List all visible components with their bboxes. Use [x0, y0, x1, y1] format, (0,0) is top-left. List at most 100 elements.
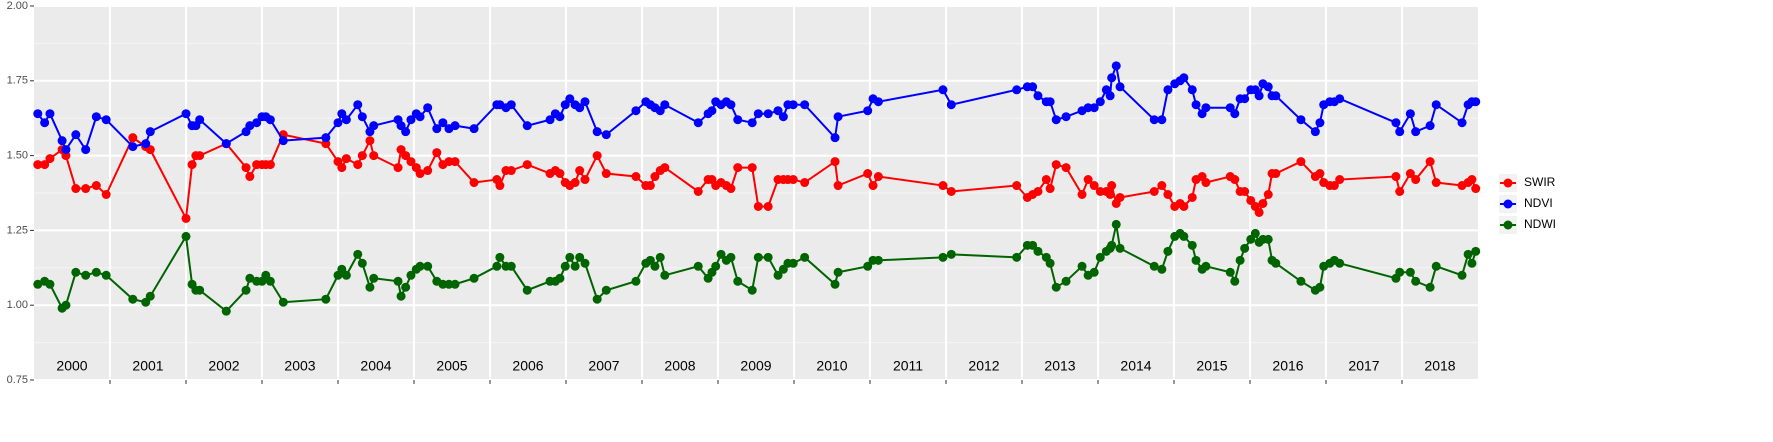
data-point [91, 112, 101, 122]
data-point [450, 279, 460, 289]
data-point [863, 106, 873, 116]
data-point [946, 100, 956, 110]
data-point [1163, 246, 1173, 256]
data-point [575, 252, 585, 262]
data-point [81, 270, 91, 280]
data-point [432, 148, 442, 158]
data-point [1395, 267, 1405, 277]
data-point [365, 136, 375, 146]
data-point [1115, 243, 1125, 253]
data-point [555, 273, 565, 283]
data-point [1230, 276, 1240, 286]
data-point [195, 151, 205, 161]
data-point [570, 178, 580, 188]
year-label: 2017 [1348, 358, 1379, 374]
data-point [423, 103, 433, 113]
data-point [1157, 181, 1167, 191]
data-point [278, 297, 288, 307]
data-point [245, 172, 255, 182]
data-point [575, 103, 585, 113]
data-point [660, 163, 670, 173]
data-point [245, 121, 255, 131]
data-point [1240, 94, 1250, 104]
data-point [221, 139, 231, 149]
data-point [469, 273, 479, 283]
data-point [369, 273, 379, 283]
data-point [506, 166, 516, 176]
data-point [1250, 228, 1260, 238]
data-point [763, 252, 773, 262]
data-point [1263, 189, 1273, 199]
data-point [369, 121, 379, 131]
year-label: 2018 [1424, 358, 1455, 374]
y-tick-label: 1.00 [7, 299, 28, 311]
data-point [575, 166, 585, 176]
data-point [1391, 118, 1401, 128]
data-point [1163, 189, 1173, 199]
legend-label: NDWI [1524, 217, 1556, 231]
data-point [1431, 261, 1441, 271]
data-point [1263, 234, 1273, 244]
data-point [833, 267, 843, 277]
data-point [492, 261, 502, 271]
data-point [1467, 258, 1477, 268]
data-point [1230, 109, 1240, 119]
data-point [365, 282, 375, 292]
data-point [1411, 127, 1421, 137]
data-point [800, 252, 810, 262]
data-point [321, 133, 331, 143]
year-label: 2001 [132, 358, 163, 374]
year-label: 2003 [284, 358, 315, 374]
data-point [145, 127, 155, 137]
data-point [357, 112, 367, 122]
data-point [830, 279, 840, 289]
data-point [252, 118, 262, 128]
data-point [357, 258, 367, 268]
data-point [1107, 181, 1117, 191]
data-point [145, 291, 155, 301]
data-point [773, 106, 783, 116]
data-point [1045, 184, 1055, 194]
data-point [393, 276, 403, 286]
data-point [1157, 115, 1167, 125]
data-point [1230, 175, 1240, 185]
data-point [1240, 187, 1250, 197]
data-point [863, 169, 873, 179]
data-point [61, 145, 71, 155]
data-point [1296, 276, 1306, 286]
year-label: 2007 [588, 358, 619, 374]
year-label: 2004 [360, 358, 391, 374]
data-point [1296, 157, 1306, 167]
data-point [1012, 181, 1022, 191]
data-point [1296, 115, 1306, 125]
data-point [873, 97, 883, 107]
data-point [423, 261, 433, 271]
data-point [733, 115, 743, 125]
data-point [631, 172, 641, 182]
data-point [495, 181, 505, 191]
data-point [863, 261, 873, 271]
data-point [1271, 91, 1281, 101]
data-point [40, 118, 50, 128]
data-point [1187, 192, 1197, 202]
data-point [353, 160, 363, 170]
year-label: 2008 [664, 358, 695, 374]
data-point [1271, 169, 1281, 179]
y-tick-label: 1.50 [7, 150, 28, 162]
data-point [938, 181, 948, 191]
data-point [506, 100, 516, 110]
year-label: 2002 [208, 358, 239, 374]
data-point [946, 187, 956, 197]
data-point [1335, 94, 1345, 104]
data-point [181, 231, 191, 241]
data-point [580, 258, 590, 268]
data-point [265, 160, 275, 170]
data-point [1240, 243, 1250, 253]
data-point [1061, 276, 1071, 286]
data-point [353, 249, 363, 259]
data-point [1201, 261, 1211, 271]
data-point [45, 109, 55, 119]
data-point [128, 133, 138, 143]
